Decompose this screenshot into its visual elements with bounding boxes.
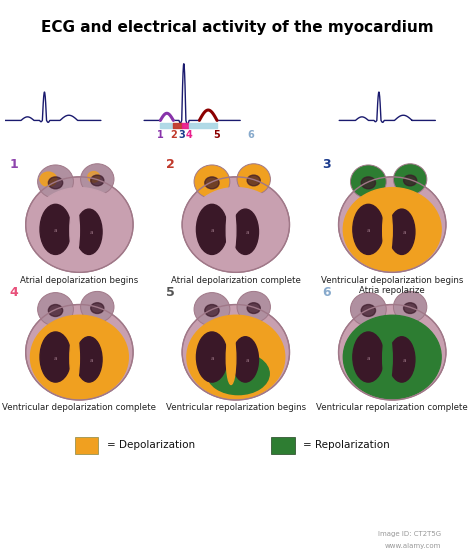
Ellipse shape <box>40 332 71 382</box>
Ellipse shape <box>182 305 290 400</box>
Text: a: a <box>246 358 249 363</box>
Text: 1: 1 <box>157 130 164 140</box>
Text: = Depolarization: = Depolarization <box>107 440 195 451</box>
Text: Atrial depolarization complete: Atrial depolarization complete <box>171 276 301 285</box>
Ellipse shape <box>30 188 128 271</box>
Ellipse shape <box>194 165 230 198</box>
Ellipse shape <box>70 332 80 385</box>
Ellipse shape <box>48 177 63 189</box>
Text: 3: 3 <box>178 130 185 140</box>
Text: Atrial depolarization begins: Atrial depolarization begins <box>20 276 138 285</box>
Ellipse shape <box>232 337 258 382</box>
Text: a: a <box>210 228 214 233</box>
Text: a: a <box>90 230 93 235</box>
Ellipse shape <box>40 172 57 186</box>
Text: 4: 4 <box>186 130 192 140</box>
Ellipse shape <box>338 177 446 273</box>
Ellipse shape <box>48 305 63 316</box>
Ellipse shape <box>81 164 114 195</box>
Ellipse shape <box>91 302 104 314</box>
Text: a: a <box>402 358 406 363</box>
Ellipse shape <box>205 305 219 316</box>
Ellipse shape <box>383 204 392 257</box>
Ellipse shape <box>389 209 415 254</box>
Text: a: a <box>246 230 249 235</box>
Text: a: a <box>90 358 93 363</box>
Ellipse shape <box>40 204 71 254</box>
Ellipse shape <box>81 291 114 322</box>
Text: = Repolarization: = Repolarization <box>303 440 390 451</box>
Ellipse shape <box>353 204 384 254</box>
Ellipse shape <box>350 292 386 326</box>
Ellipse shape <box>383 332 392 385</box>
Text: 5: 5 <box>166 286 174 299</box>
Ellipse shape <box>37 165 73 198</box>
Ellipse shape <box>247 175 260 186</box>
Ellipse shape <box>343 315 441 399</box>
Text: a: a <box>366 228 370 233</box>
Bar <box>271 437 294 454</box>
Text: a: a <box>210 356 214 361</box>
Ellipse shape <box>403 302 417 314</box>
Ellipse shape <box>237 164 271 195</box>
Text: Ventricular depolarization complete: Ventricular depolarization complete <box>2 403 156 412</box>
Text: Ventricular repolarization begins: Ventricular repolarization begins <box>166 403 306 412</box>
Ellipse shape <box>88 171 100 182</box>
Text: www.alamy.com: www.alamy.com <box>384 543 441 549</box>
Text: 3: 3 <box>322 158 331 171</box>
Ellipse shape <box>237 291 271 322</box>
Text: 6: 6 <box>247 130 255 140</box>
Text: 2: 2 <box>170 130 177 140</box>
Ellipse shape <box>393 164 427 195</box>
Ellipse shape <box>187 188 285 271</box>
Text: Ventricular repolarization complete: Ventricular repolarization complete <box>316 403 468 412</box>
Ellipse shape <box>76 337 102 382</box>
Text: a: a <box>54 356 57 361</box>
Bar <box>75 437 99 454</box>
Ellipse shape <box>353 332 384 382</box>
Text: 1: 1 <box>9 158 18 171</box>
Ellipse shape <box>187 315 285 399</box>
Ellipse shape <box>343 188 441 271</box>
Ellipse shape <box>196 204 228 254</box>
Text: a: a <box>366 356 370 361</box>
Ellipse shape <box>76 209 102 254</box>
Ellipse shape <box>182 177 290 273</box>
Ellipse shape <box>196 332 228 382</box>
Text: Image ID: CT2T5G: Image ID: CT2T5G <box>378 531 441 537</box>
Ellipse shape <box>232 209 258 254</box>
Ellipse shape <box>37 292 73 326</box>
Ellipse shape <box>194 292 230 326</box>
Ellipse shape <box>207 353 269 395</box>
Ellipse shape <box>338 305 446 400</box>
Ellipse shape <box>26 177 133 273</box>
Ellipse shape <box>226 204 236 257</box>
Text: a: a <box>54 228 57 233</box>
Ellipse shape <box>26 305 133 400</box>
Ellipse shape <box>205 177 219 189</box>
Ellipse shape <box>30 315 128 399</box>
Ellipse shape <box>389 337 415 382</box>
Text: a: a <box>402 230 406 235</box>
Ellipse shape <box>70 204 80 257</box>
Ellipse shape <box>91 175 104 186</box>
Text: 2: 2 <box>166 158 174 171</box>
Ellipse shape <box>350 165 386 198</box>
Ellipse shape <box>361 177 375 189</box>
Text: 6: 6 <box>322 286 331 299</box>
Ellipse shape <box>361 305 375 316</box>
Text: 5: 5 <box>214 130 220 140</box>
Text: Ventricular depolarization begins
Atria repolarize: Ventricular depolarization begins Atria … <box>321 276 464 295</box>
Ellipse shape <box>393 291 427 322</box>
Ellipse shape <box>403 175 417 186</box>
Ellipse shape <box>226 332 236 385</box>
Text: alamy: alamy <box>33 532 85 547</box>
Text: ECG and electrical activity of the myocardium: ECG and electrical activity of the myoca… <box>41 20 433 36</box>
Ellipse shape <box>247 302 260 314</box>
Text: 4: 4 <box>9 286 18 299</box>
